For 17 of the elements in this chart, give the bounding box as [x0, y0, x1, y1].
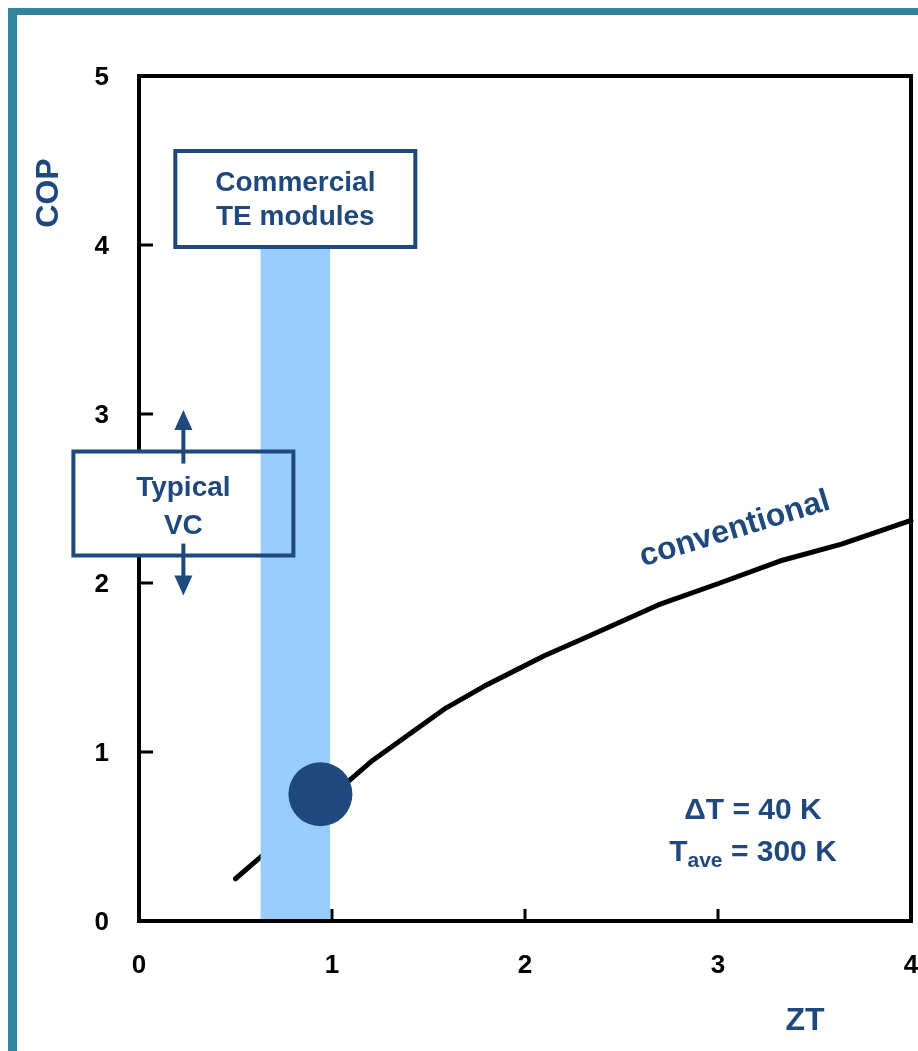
y-tick-label: 3 — [94, 399, 109, 429]
annotation: Typical VC — [136, 470, 231, 540]
y-tick-label: 1 — [94, 737, 109, 767]
band-label: Commercial TE modules — [215, 166, 376, 231]
y-tick-label: 4 — [94, 230, 110, 260]
annotation: ΔT = 40 K — [684, 792, 823, 825]
x-tick-label: 4 — [903, 949, 918, 979]
y-tick-label: 0 — [94, 906, 109, 936]
annotation: T$_{ave}$ = 300 K — [669, 834, 838, 872]
x-tick-label: 2 — [517, 949, 533, 979]
x-tick-label: 1 — [324, 949, 340, 979]
y-axis-title: COP — [29, 158, 65, 228]
y-tick-label: 5 — [94, 61, 109, 91]
x-tick-label: 3 — [710, 949, 726, 979]
y-tick-label: 2 — [94, 568, 109, 598]
x-axis-title: ZT — [785, 1001, 825, 1037]
x-tick-label: 0 — [131, 949, 147, 979]
